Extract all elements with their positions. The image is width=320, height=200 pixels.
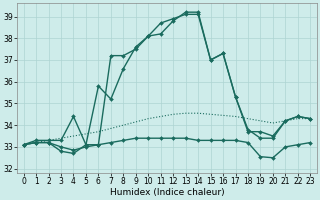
X-axis label: Humidex (Indice chaleur): Humidex (Indice chaleur)	[110, 188, 224, 197]
